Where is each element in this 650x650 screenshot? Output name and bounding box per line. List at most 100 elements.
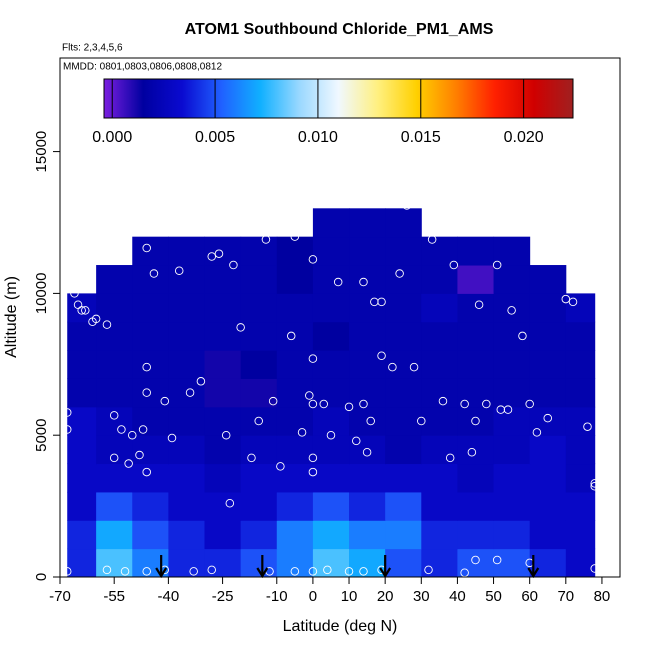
heat-cell xyxy=(96,265,133,294)
heat-cell xyxy=(421,293,458,323)
heat-cell xyxy=(168,265,206,294)
heat-cell xyxy=(276,548,314,578)
heat-cell xyxy=(385,548,422,578)
marker-head xyxy=(527,567,540,579)
heat-cell xyxy=(240,293,278,323)
marker-head xyxy=(256,567,269,579)
sample-point xyxy=(160,396,170,406)
heat-cell xyxy=(240,236,278,266)
colorbar-tick-label: 0.005 xyxy=(195,129,235,146)
heat-cell xyxy=(276,293,314,323)
heat-cell xyxy=(312,463,350,493)
x-tick-label: 70 xyxy=(557,588,574,605)
heat-cell xyxy=(529,265,567,294)
sample-point xyxy=(359,567,368,576)
heat-cell xyxy=(385,321,422,351)
heat-cell xyxy=(96,435,133,465)
heat-cell xyxy=(204,265,242,294)
heat-cell xyxy=(349,520,386,550)
sample-point xyxy=(102,320,112,329)
heat-cell xyxy=(168,293,206,323)
plot-frame xyxy=(59,57,621,578)
heat-cell xyxy=(240,350,278,379)
sample-point xyxy=(590,481,599,491)
colorbar xyxy=(103,78,574,119)
heat-cell xyxy=(204,293,242,323)
heat-cell xyxy=(421,321,458,351)
sample-point xyxy=(308,467,318,477)
sample-point xyxy=(460,399,469,409)
heat-cell xyxy=(493,435,531,465)
heat-cell xyxy=(168,520,206,550)
sample-point xyxy=(308,567,318,576)
heat-cell xyxy=(493,293,531,323)
heat-cell xyxy=(385,520,422,550)
sample-point xyxy=(402,201,412,210)
heat-cell xyxy=(276,350,314,379)
sample-point xyxy=(214,249,224,258)
heat-cell xyxy=(349,293,386,323)
heat-cell xyxy=(421,463,458,493)
profile-marker xyxy=(527,555,540,579)
sample-point xyxy=(333,277,343,287)
x-tick-label: -40 xyxy=(158,588,180,605)
sample-point xyxy=(471,555,480,565)
colorbar-tick-label: 0.015 xyxy=(401,129,441,146)
marker-head xyxy=(155,567,168,579)
sample-point xyxy=(117,425,126,434)
heat-cell xyxy=(312,350,350,379)
x-tick-label: 50 xyxy=(485,588,502,605)
heat-cell xyxy=(529,491,567,521)
y-tick-label: 5000 xyxy=(33,419,50,452)
heat-cell xyxy=(493,236,531,266)
heat-cell xyxy=(385,350,422,379)
heat-cell xyxy=(385,236,422,266)
heat-cell xyxy=(385,435,422,465)
sample-point xyxy=(424,565,433,575)
heat-cell xyxy=(168,406,206,436)
heat-cell xyxy=(96,293,133,323)
heat-cell xyxy=(240,378,278,408)
x-tick-label: 20 xyxy=(377,588,394,605)
heat-cell xyxy=(96,520,133,550)
sample-point xyxy=(174,266,184,275)
y-axis-label: Altitude (m) xyxy=(3,276,20,358)
colorbar-tick-label: 0.020 xyxy=(504,129,544,146)
heat-cell xyxy=(349,265,386,294)
heat-cell xyxy=(96,491,133,521)
heat-cell xyxy=(204,463,242,493)
heat-cell xyxy=(493,350,531,379)
x-axis-label: Latitude (deg N) xyxy=(283,618,398,635)
heat-cell xyxy=(312,321,350,351)
heat-cell xyxy=(132,520,169,550)
heat-cell xyxy=(565,321,596,351)
heat-cell xyxy=(421,406,458,436)
sample-point xyxy=(319,399,328,409)
heat-cell xyxy=(96,321,133,351)
heat-cell xyxy=(276,520,314,550)
heat-cell xyxy=(565,491,596,521)
heat-cell xyxy=(529,520,567,550)
sample-point xyxy=(532,428,542,437)
heat-cell xyxy=(67,463,97,493)
x-tick-label: 0 xyxy=(309,588,317,605)
heat-cell xyxy=(96,378,133,408)
x-tick-label: 10 xyxy=(341,588,358,605)
heat-cell xyxy=(349,236,386,266)
heat-cell xyxy=(168,321,206,351)
heat-cell xyxy=(385,208,422,238)
heat-cell xyxy=(204,435,242,465)
x-tick-label: 80 xyxy=(594,588,611,605)
sample-point xyxy=(471,416,480,426)
heat-cell xyxy=(312,378,350,408)
sample-point xyxy=(561,294,571,304)
heat-cell xyxy=(493,406,531,436)
heat-cell xyxy=(168,435,206,465)
sample-point xyxy=(109,411,119,420)
heat-cell xyxy=(67,406,97,436)
sample-point xyxy=(308,354,318,363)
heat-cell xyxy=(421,435,458,465)
annotation: MMDD: 0801,0803,0806,0808,0812 xyxy=(63,62,222,73)
x-tick-label: 60 xyxy=(521,588,538,605)
